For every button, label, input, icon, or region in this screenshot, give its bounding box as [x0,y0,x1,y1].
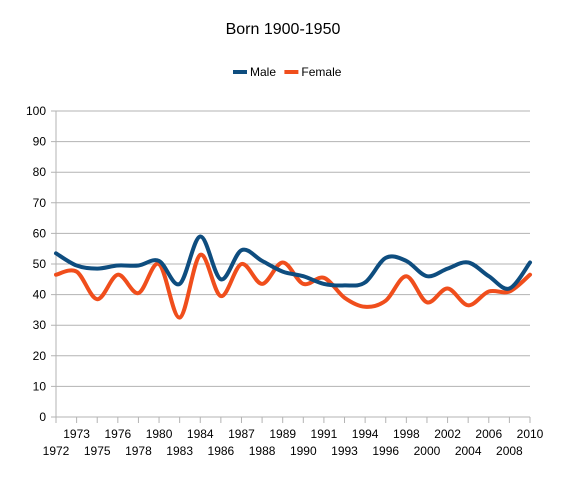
series-line-male [54,234,532,291]
y-tick-label: 40 [33,288,47,302]
y-tick-label: 80 [33,165,47,179]
y-tick-label: 50 [33,257,47,271]
y-tick-label: 10 [33,379,47,393]
x-tick-label: 1991 [311,427,338,441]
x-tick-label: 1986 [208,444,235,458]
chart-axes [55,111,531,423]
x-tick-label: 1972 [43,444,70,458]
y-tick-label: 20 [33,349,47,363]
x-tick-label: 1976 [104,427,131,441]
x-tick-label: 2004 [455,444,482,458]
x-tick-label: 2010 [517,427,544,441]
x-tick-label: 1975 [84,444,111,458]
x-tick-label: 1978 [125,444,152,458]
chart-legend: Male Female [233,65,342,79]
x-tick-label: 1988 [249,444,276,458]
x-tick-label: 1994 [352,427,379,441]
x-tick-label: 1980 [146,427,173,441]
y-tick-label: 30 [33,318,47,332]
x-tick-label: 1998 [393,427,420,441]
legend-label: Male [250,65,276,79]
x-tick-label: 1990 [290,444,317,458]
x-tick-label: 1984 [187,427,214,441]
series-lines [54,234,532,320]
y-tick-label: 70 [33,196,47,210]
x-tick-label: 2002 [434,427,461,441]
x-tick-label: 2008 [496,444,523,458]
x-tick-label: 1973 [63,427,90,441]
series-line-female [54,252,532,320]
x-tick-label: 1983 [166,444,193,458]
y-tick-label: 90 [33,135,47,149]
x-tick-label: 1993 [331,444,358,458]
y-tick-label: 60 [33,226,47,240]
chart-title: Born 1900-1950 [226,21,341,38]
y-tick-label: 100 [26,104,46,118]
y-tick-label: 0 [39,410,46,424]
x-tick-label: 2006 [475,427,502,441]
x-tick-label: 1996 [372,444,399,458]
x-tick-label: 1989 [269,427,296,441]
x-tick-label: 1987 [228,427,255,441]
x-tick-label: 2000 [414,444,441,458]
y-axis-tick-labels: 0 10 20 30 40 50 60 70 80 90 100 [26,104,46,424]
legend-label: Female [301,65,341,79]
x-axis-tick-labels: 1972 1973 1975 1976 1978 1980 1983 1984 1986 1987… [43,427,544,458]
